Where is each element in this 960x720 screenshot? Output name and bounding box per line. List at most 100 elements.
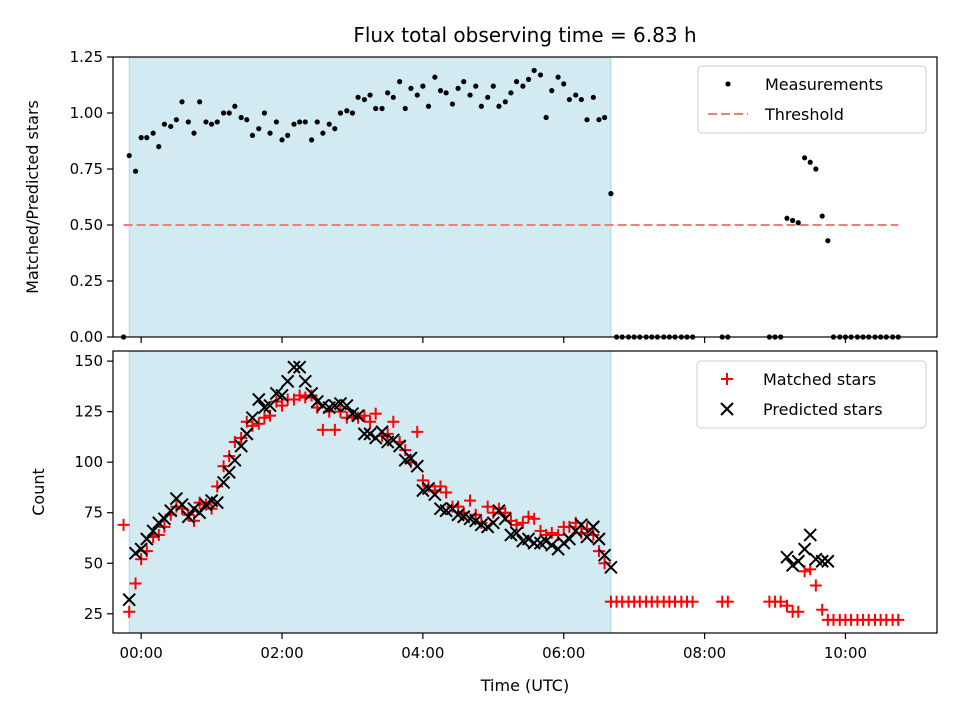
top-y-tick-label: 1.00 [70, 104, 103, 122]
matched-star-point [516, 516, 529, 529]
predicted-star-point [486, 516, 501, 530]
predicted-star-point [275, 388, 289, 403]
measurement-point [285, 132, 291, 138]
measurement-point [566, 96, 572, 103]
measurement-point [555, 74, 561, 80]
measurement-point [173, 117, 179, 123]
matched-star-point [340, 411, 353, 424]
measurement-point [150, 130, 156, 136]
measurement-point [467, 92, 473, 98]
top-y-axis-label: Matched/Predicted stars [23, 100, 42, 294]
predicted-star-point [604, 560, 618, 575]
predicted-star-point [557, 536, 571, 550]
predicted-star-point [803, 528, 817, 542]
top-observing-window-shade [128, 56, 612, 338]
measurement-point [825, 238, 831, 244]
predicted-star-point [363, 427, 377, 441]
measurement-point [461, 79, 467, 85]
bottom-legend-box [696, 360, 927, 429]
top-panel: 0.00 0.25 0.50 0.75 1.00 1.25 Matched/Predict… [23, 48, 938, 346]
matched-star-point [235, 431, 248, 444]
top-y-tick-label: 0.00 [70, 328, 103, 346]
measurement-point [537, 72, 544, 78]
top-axes-frame [112, 56, 938, 338]
predicted-star-point [304, 386, 319, 401]
predicted-star-point [351, 408, 365, 423]
bottom-y-tick-label: 100 [74, 453, 103, 471]
measurement-point [273, 119, 279, 125]
predicted-star-point [240, 427, 254, 441]
predicted-star-point [122, 592, 136, 607]
measurement-point [590, 94, 596, 100]
predicted-star-point [146, 524, 160, 538]
matched-star-point [545, 526, 558, 539]
measurement-point [520, 83, 526, 89]
measurement-point [801, 155, 808, 161]
measurement-point [355, 94, 361, 100]
measurement-point [309, 137, 315, 143]
measurement-point [819, 213, 825, 219]
measurement-point [179, 99, 185, 105]
measurement-point [807, 159, 813, 165]
predicted-star-point [392, 439, 407, 453]
measurement-point [291, 121, 297, 127]
matched-star-point [223, 450, 236, 463]
matched-star-point [246, 419, 259, 432]
measurement-point [573, 92, 579, 98]
predicted-star-point [410, 459, 424, 473]
measurement-point [432, 74, 438, 80]
matched-star-point [358, 409, 371, 422]
matched-star-point [264, 409, 277, 422]
measurement-point [314, 119, 320, 125]
predicted-star-point [574, 518, 589, 532]
measurement-point [185, 119, 191, 125]
x-tick-label: 00:00 [120, 644, 163, 662]
measurement-point [578, 96, 584, 103]
predicted-star-point [780, 550, 794, 564]
matched-star-point [798, 565, 811, 578]
measurement-point [584, 117, 590, 123]
top-y-tick-label: 1.25 [70, 48, 103, 66]
matched-star-point [522, 510, 535, 523]
measurement-point [608, 191, 614, 197]
predicted-star-point [468, 514, 483, 528]
predicted-stars-points [122, 360, 835, 607]
bottom-y-axis-label: Count [29, 468, 48, 516]
matched-star-point [809, 579, 822, 592]
legend-matched-marker [721, 373, 733, 385]
predicted-star-point [498, 512, 512, 526]
matched-star-point [774, 595, 787, 608]
measurement-point [385, 90, 391, 96]
measurement-point [379, 105, 385, 112]
measurement-point [279, 137, 285, 143]
matched-star-point [552, 528, 565, 541]
predicted-star-point [140, 532, 154, 546]
measurement-point [408, 85, 414, 91]
predicted-star-point [134, 542, 148, 556]
bottom-y-tick-label: 25 [84, 605, 103, 623]
predicted-star-point [821, 554, 835, 568]
predicted-star-point [199, 497, 213, 512]
predicted-star-point [164, 503, 178, 518]
matched-star-point [228, 435, 241, 448]
measurement-point [138, 135, 144, 141]
measurement-point [144, 135, 150, 141]
matched-star-point [464, 494, 477, 507]
top-y-tick-label: 0.25 [70, 272, 103, 290]
matched-star-point [411, 425, 424, 438]
matched-star-point [129, 577, 142, 590]
predicted-star-point [815, 554, 829, 568]
predicted-star-point [228, 453, 242, 467]
measurement-point [531, 67, 537, 74]
legend-threshold-label: Threshold [764, 105, 844, 124]
measurement-point [161, 121, 168, 127]
measurement-point [549, 88, 555, 94]
predicted-star-point [175, 497, 189, 512]
predicted-star-point [216, 475, 231, 490]
predicted-star-point [280, 374, 295, 389]
measurement-point [813, 166, 819, 172]
measurement-point [220, 110, 227, 116]
measurement-point [191, 130, 197, 136]
measurement-point [496, 103, 502, 109]
